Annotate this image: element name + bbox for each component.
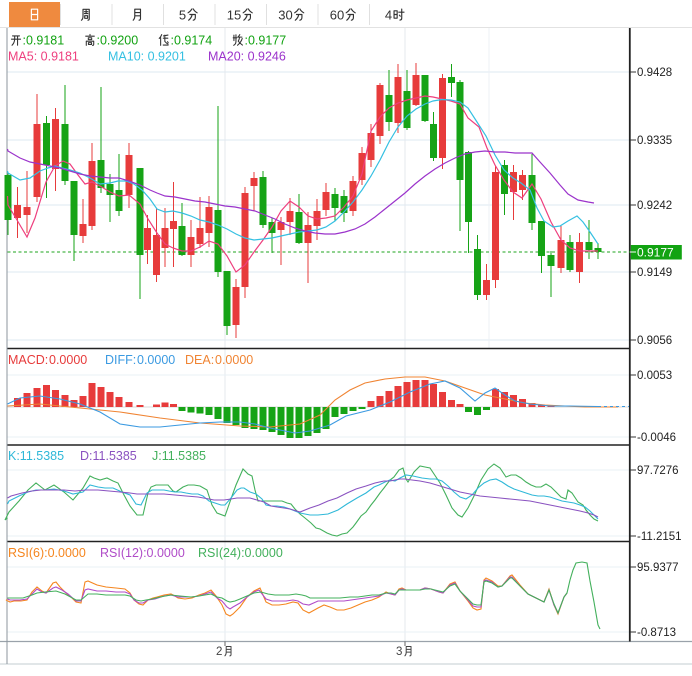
svg-text:0.0000: 0.0000 — [215, 353, 253, 367]
svg-text:0.9335: 0.9335 — [637, 135, 672, 147]
svg-text:60: 60 — [330, 8, 344, 23]
svg-text:4: 4 — [385, 8, 392, 23]
svg-text:K:11.5385: K:11.5385 — [8, 449, 64, 463]
svg-text:-11.2151: -11.2151 — [637, 531, 682, 543]
svg-text:DIFF:: DIFF: — [105, 353, 136, 367]
svg-text:-0.0046: -0.0046 — [637, 432, 676, 444]
svg-text:0.9149: 0.9149 — [637, 267, 672, 279]
svg-text:DEA:: DEA: — [185, 353, 214, 367]
svg-text:0.9428: 0.9428 — [637, 67, 672, 79]
svg-text:15: 15 — [227, 8, 241, 23]
svg-text:MA20: 0.9246: MA20: 0.9246 — [208, 50, 286, 64]
svg-text:30: 30 — [278, 8, 292, 23]
svg-text:2: 2 — [216, 646, 222, 658]
svg-text:MA10: 0.9201: MA10: 0.9201 — [108, 50, 186, 64]
svg-text:3: 3 — [396, 646, 402, 658]
svg-text::0.9200: :0.9200 — [97, 34, 139, 48]
svg-text:D:11.5385: D:11.5385 — [80, 449, 137, 463]
svg-text:-0.8713: -0.8713 — [637, 627, 676, 639]
svg-text::0.9181: :0.9181 — [23, 34, 65, 48]
svg-text:RSI(12):0.0000: RSI(12):0.0000 — [100, 546, 185, 560]
svg-text::0.9174: :0.9174 — [171, 34, 213, 48]
svg-text:RSI(24):0.0000: RSI(24):0.0000 — [198, 546, 283, 560]
svg-text:0.9056: 0.9056 — [637, 335, 672, 347]
svg-text:0.0053: 0.0053 — [637, 370, 672, 382]
svg-text:0.9177: 0.9177 — [637, 246, 674, 260]
svg-text:0.9242: 0.9242 — [637, 200, 672, 212]
svg-text:0.0000: 0.0000 — [137, 353, 175, 367]
svg-text:MACD:: MACD: — [8, 353, 48, 367]
svg-text:97.7276: 97.7276 — [637, 465, 679, 477]
svg-text:J:11.5385: J:11.5385 — [152, 449, 206, 463]
svg-text:95.9377: 95.9377 — [637, 562, 679, 574]
svg-text::0.9177: :0.9177 — [245, 34, 287, 48]
svg-text:MA5: 0.9181: MA5: 0.9181 — [8, 50, 79, 64]
svg-text:RSI(6):0.0000: RSI(6):0.0000 — [8, 546, 86, 560]
svg-text:0.0000: 0.0000 — [49, 353, 87, 367]
svg-text:5: 5 — [179, 8, 186, 23]
